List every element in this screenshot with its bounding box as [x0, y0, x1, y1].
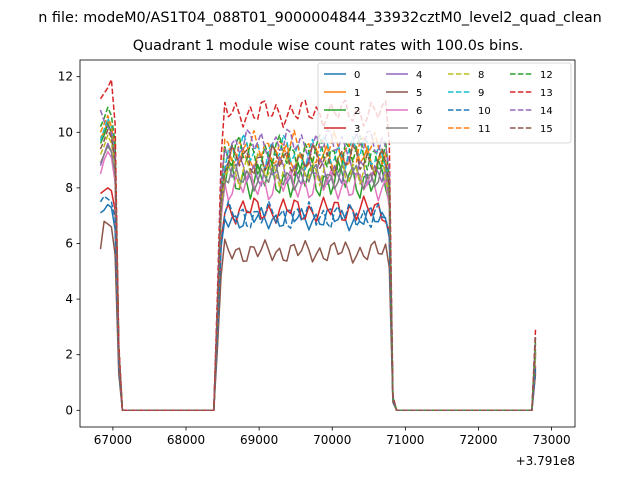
series-line-15 [99, 128, 537, 412]
legend-label-0: 0 [354, 70, 360, 81]
x-tick-label: 73000 [533, 433, 571, 447]
legend-label-10: 10 [478, 106, 491, 117]
series-line-6 [99, 150, 537, 412]
x-offset-label: +3.791e8 [516, 454, 575, 468]
legend-label-7: 7 [416, 124, 422, 135]
legend-label-11: 11 [478, 124, 491, 135]
y-tick-label: 8 [65, 181, 73, 195]
series-line-10 [99, 195, 537, 412]
legend-label-12: 12 [540, 70, 553, 81]
series-line-5 [99, 220, 537, 412]
series-line-8 [99, 134, 537, 412]
legend-label-9: 9 [478, 88, 484, 99]
y-tick-label: 2 [65, 348, 73, 362]
series-line-0 [100, 203, 537, 412]
series-line-12 [99, 106, 537, 412]
y-tick-label: 4 [65, 292, 73, 306]
y-tick-label: 10 [58, 125, 73, 139]
x-tick-label: 68000 [167, 433, 205, 447]
legend-box [317, 62, 572, 144]
chart-title: Quadrant 1 module wise count rates with … [133, 38, 524, 54]
axes: 67000 68000 69000 70000 71000 72000 73000 0 2 4 6 8… [58, 59, 576, 447]
x-tick-label: 71000 [386, 433, 424, 447]
legend-label-13: 13 [540, 88, 553, 99]
x-tick-label: 67000 [94, 433, 132, 447]
y-tick-label: 0 [65, 403, 73, 417]
legend-label-14: 14 [540, 106, 553, 117]
legend-label-6: 6 [416, 106, 422, 117]
series-line-7 [99, 145, 537, 412]
legend-label-5: 5 [416, 88, 422, 99]
y-tick-label: 6 [65, 237, 73, 251]
y-tick-label: 12 [58, 70, 73, 84]
chart-suptitle: n file: modeM0/AS1T04_088T01_9000004844_… [38, 10, 602, 26]
legend-label-2: 2 [354, 106, 360, 117]
legend-label-1: 1 [354, 88, 360, 99]
x-tick-label: 70000 [313, 433, 351, 447]
legend-label-3: 3 [354, 124, 360, 135]
series-line-4 [99, 142, 537, 412]
x-tick-label: 72000 [459, 433, 497, 447]
x-tick-label: 69000 [240, 433, 278, 447]
legend-label-4: 4 [416, 70, 422, 81]
legend-label-15: 15 [540, 124, 553, 135]
legend-label-8: 8 [478, 70, 484, 81]
